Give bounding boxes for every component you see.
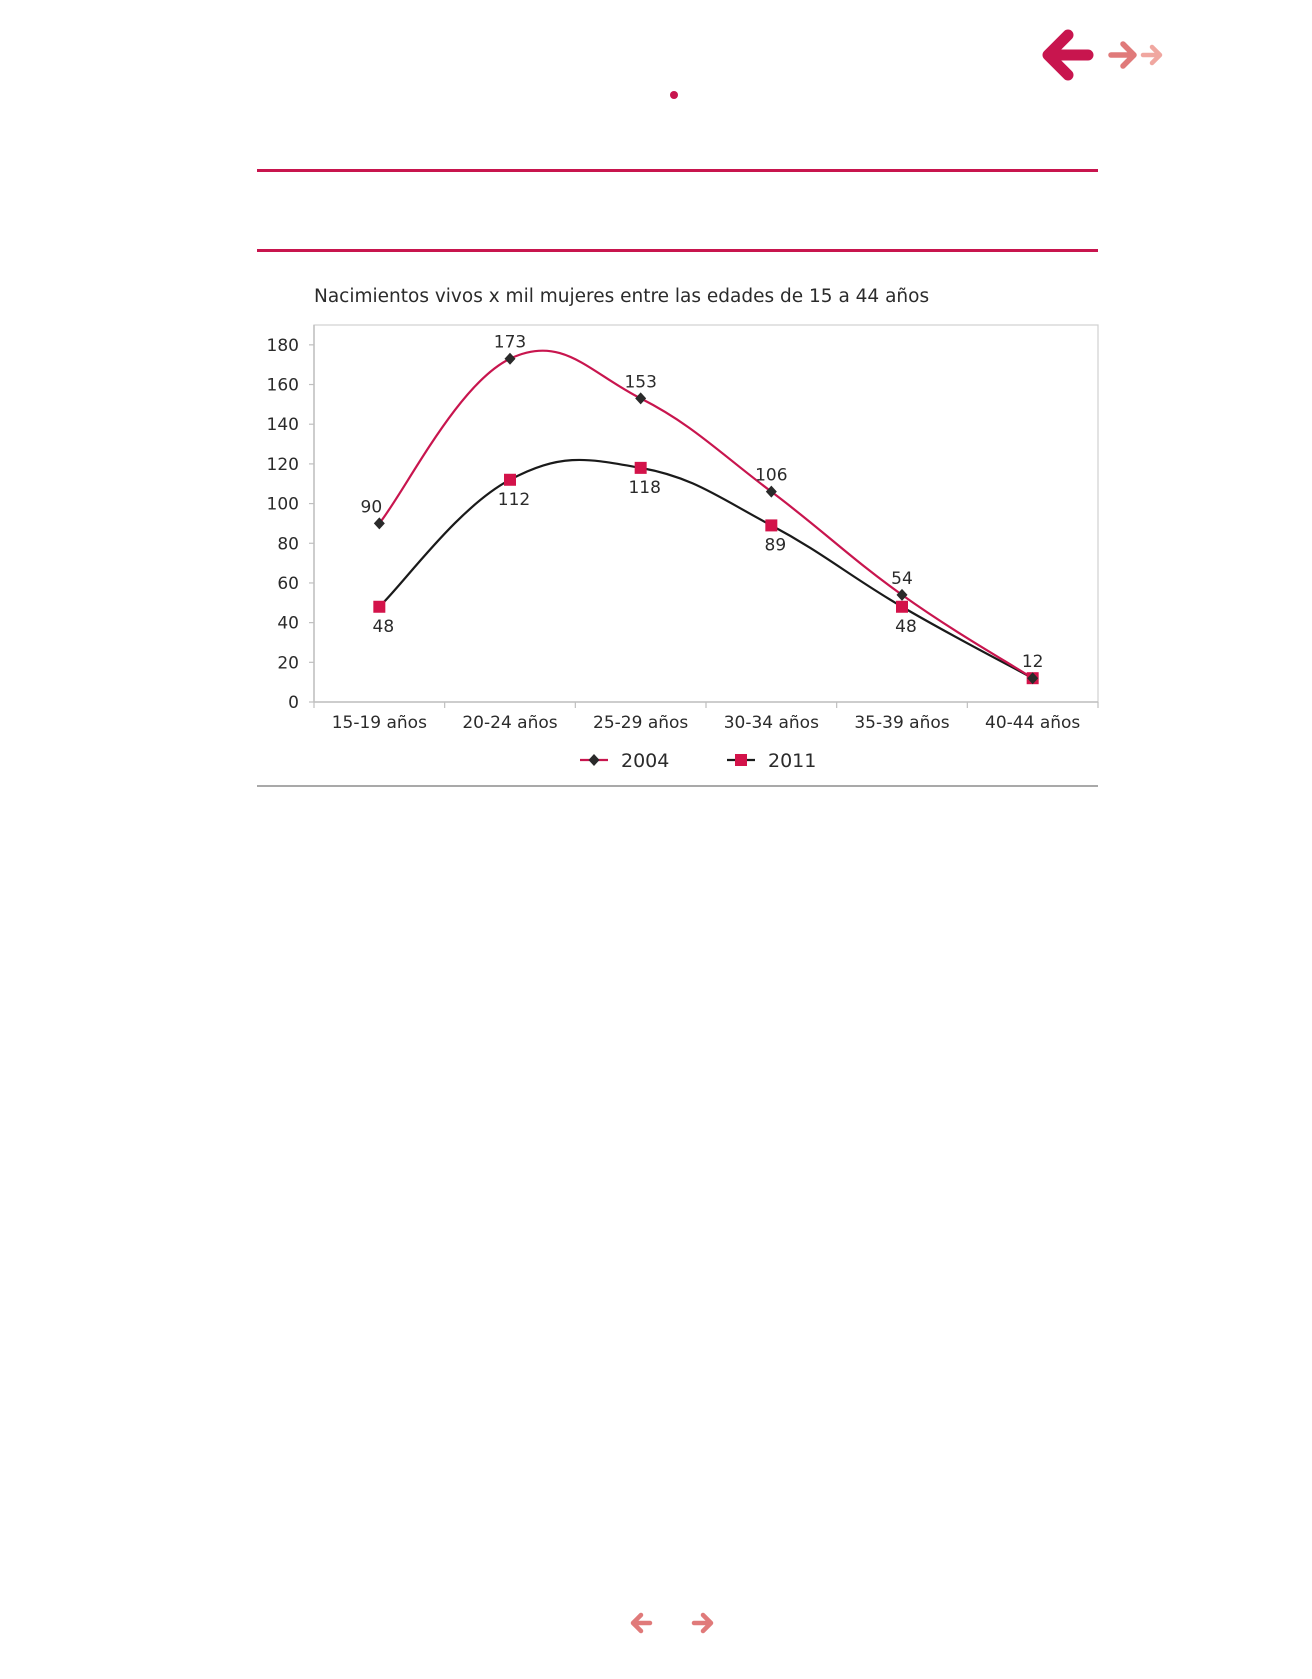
arrow-right-icon[interactable] xyxy=(1108,40,1138,70)
data-point-2004 xyxy=(765,485,777,498)
data-point-2011 xyxy=(373,600,386,613)
bottom-divider xyxy=(257,785,1098,787)
data-label-2004: 106 xyxy=(755,466,787,486)
y-tick-label: 120 xyxy=(267,455,299,475)
legend-label-2011: 2011 xyxy=(768,750,816,770)
x-tick-label: 35-39 años xyxy=(854,713,949,733)
bottom-navigation xyxy=(630,1610,720,1640)
arrow-right-icon[interactable] xyxy=(691,1612,714,1634)
data-label-2011: 48 xyxy=(895,617,917,637)
data-label-2004: 153 xyxy=(624,372,656,392)
y-tick-label: 100 xyxy=(267,495,299,515)
data-point-2011 xyxy=(765,519,778,532)
data-point-2004 xyxy=(373,517,385,530)
data-label-2004: 54 xyxy=(891,569,913,589)
data-point-2004 xyxy=(504,352,516,365)
data-point-2011 xyxy=(504,473,516,486)
series-line-2011 xyxy=(378,458,1034,680)
x-tick-label: 30-34 años xyxy=(724,713,819,733)
arrow-right-small-icon[interactable] xyxy=(1140,44,1163,66)
arrow-left-icon[interactable] xyxy=(630,1612,653,1634)
top-divider xyxy=(257,169,1098,172)
y-tick-label: 60 xyxy=(277,574,299,594)
x-tick-label: 40-44 años xyxy=(985,713,1080,733)
arrow-left-icon[interactable] xyxy=(1040,28,1094,82)
series-line-2004 xyxy=(378,349,1034,680)
section-divider xyxy=(257,249,1098,252)
data-point-2004 xyxy=(896,588,908,601)
data-label-2011: 112 xyxy=(498,490,530,510)
data-point-2011 xyxy=(634,461,647,474)
y-tick-label: 20 xyxy=(277,653,299,673)
data-label-2004: 90 xyxy=(361,497,383,517)
y-tick-label: 140 xyxy=(267,415,299,435)
x-tick-label: 25-29 años xyxy=(593,713,688,733)
y-tick-label: 40 xyxy=(277,614,299,634)
x-tick-label: 20-24 años xyxy=(462,713,557,733)
data-point-2004 xyxy=(1027,672,1039,685)
data-label-2011: 89 xyxy=(765,535,787,555)
x-tick-label: 15-19 años xyxy=(332,713,427,733)
legend-marker-2004 xyxy=(588,754,600,766)
data-label-2011: 118 xyxy=(628,478,660,498)
data-point-2004 xyxy=(635,392,647,405)
data-label-2004: 12 xyxy=(1022,652,1044,672)
y-tick-label: 180 xyxy=(267,336,299,356)
data-point-2011 xyxy=(896,600,908,613)
decorative-dot xyxy=(670,91,678,99)
legend-label-2004: 2004 xyxy=(621,750,669,770)
top-navigation xyxy=(1040,22,1170,92)
y-tick-label: 80 xyxy=(277,534,299,554)
line-chart: 0 20 40 60 80 100 120 140 160 180 15-19 años 20-24 … xyxy=(267,324,1099,770)
legend-marker-2011 xyxy=(735,754,747,766)
y-tick-label: 160 xyxy=(267,376,299,396)
y-tick-label: 0 xyxy=(288,693,299,713)
chart-title: Nacimientos vivos x mil mujeres entre la… xyxy=(314,286,930,307)
data-label-2011: 48 xyxy=(373,617,395,637)
data-label-2004: 173 xyxy=(494,333,526,353)
